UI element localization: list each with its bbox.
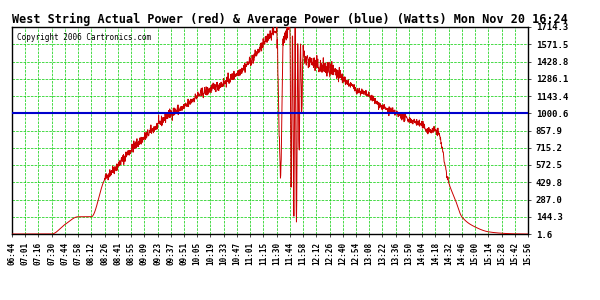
- Text: West String Actual Power (red) & Average Power (blue) (Watts) Mon Nov 20 16:24: West String Actual Power (red) & Average…: [12, 13, 568, 26]
- Text: Copyright 2006 Cartronics.com: Copyright 2006 Cartronics.com: [17, 33, 151, 42]
